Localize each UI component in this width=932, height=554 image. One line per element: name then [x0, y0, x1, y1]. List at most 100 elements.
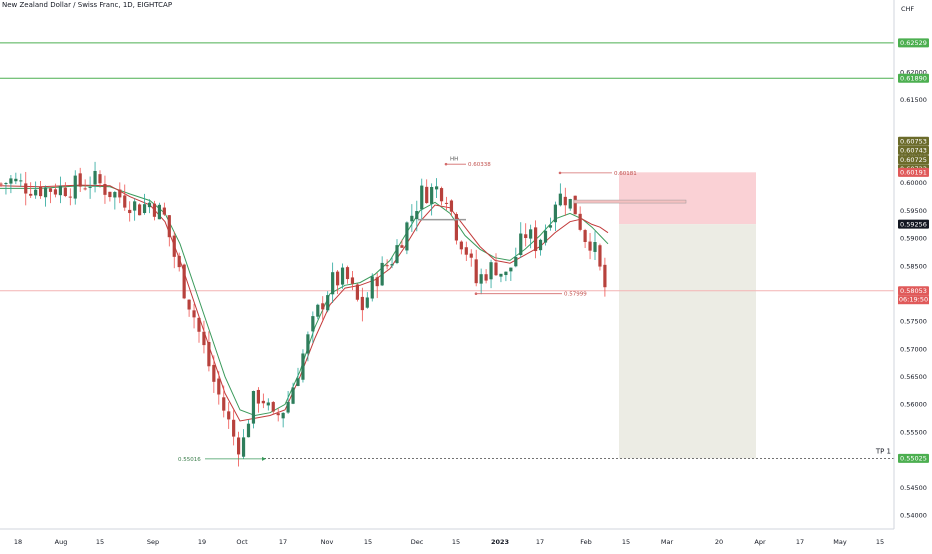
candle [281, 412, 285, 428]
candle-body [237, 437, 241, 455]
candle-body [449, 200, 454, 212]
candle-body [133, 201, 137, 211]
x-tick-label: 17 [279, 538, 287, 546]
candle [128, 201, 132, 222]
price-tag-bg [898, 145, 929, 155]
candle-body [345, 267, 350, 280]
candle [113, 190, 117, 210]
price-tag-label: 0.60725 [900, 156, 927, 164]
candle [39, 181, 43, 199]
price-tag: 0.59256 [898, 219, 929, 229]
candle-body [103, 183, 107, 195]
candle-body [494, 262, 498, 276]
candle [167, 215, 171, 247]
candle-body [58, 185, 62, 196]
x-tick-label: 19 [198, 538, 206, 546]
price-tag: 0.60743 [898, 145, 929, 155]
candle-body [400, 245, 404, 248]
candle [603, 257, 607, 297]
candle-body [380, 262, 384, 286]
candle-body [534, 227, 538, 252]
candle-body [583, 230, 587, 242]
candle [370, 273, 374, 302]
candle-body [390, 264, 394, 266]
candle-body [410, 215, 414, 222]
candle-body [336, 271, 340, 286]
candle [237, 431, 241, 467]
candle-body [405, 222, 409, 251]
candle-body [311, 316, 315, 332]
candle [306, 331, 310, 362]
candle [454, 212, 458, 245]
price-tag: 0.55025 [898, 453, 929, 463]
candle [444, 196, 449, 210]
candle-body [152, 203, 157, 217]
candle [415, 200, 419, 232]
candle-body [370, 276, 374, 299]
y-tick-label: 0.58500 [900, 262, 927, 270]
candle [103, 175, 107, 204]
x-tick-label: 17 [536, 538, 544, 546]
candle [78, 167, 82, 192]
candle-body [29, 193, 33, 196]
candle [157, 202, 161, 220]
candle-body [588, 241, 592, 251]
candle [499, 273, 503, 283]
candle [588, 232, 592, 260]
candle-body [479, 274, 483, 284]
candle [538, 238, 543, 256]
candle [217, 370, 221, 405]
candle [19, 173, 23, 187]
candle [479, 268, 483, 295]
candle [63, 182, 67, 198]
candle-body [222, 397, 226, 411]
candle [504, 271, 508, 282]
candle-body [519, 233, 523, 256]
price-tag-bg [898, 453, 929, 463]
candle [311, 311, 315, 343]
x-tick-label: Dec [411, 538, 424, 546]
candle-body [524, 234, 528, 239]
candle-body [83, 188, 87, 190]
candle [133, 198, 137, 221]
candle-body [459, 241, 463, 250]
candle [400, 239, 404, 248]
candle-body [147, 202, 152, 208]
candle [177, 252, 181, 272]
candle [326, 291, 330, 313]
candle [261, 393, 265, 409]
currency-label: CHF [901, 5, 914, 13]
candle-body [474, 259, 478, 284]
high-price-label: 0.60181 [614, 171, 637, 177]
candle [43, 185, 48, 207]
candle [83, 179, 87, 191]
candle-body [469, 253, 473, 258]
candle [197, 316, 201, 343]
candle-body [162, 207, 166, 215]
candle-body [241, 437, 246, 457]
candle [563, 187, 567, 216]
y-tick-label: 0.61500 [900, 96, 927, 104]
x-tick-label: Nov [321, 538, 334, 546]
candle-body [78, 173, 82, 187]
candle [598, 243, 602, 271]
price-tag-bg [898, 73, 929, 83]
moving-averages [0, 184, 609, 422]
candle [123, 184, 127, 211]
candle-body [316, 304, 320, 317]
candle-body [73, 175, 77, 199]
candle [256, 387, 260, 413]
candle-body [548, 225, 553, 228]
candle-body [385, 265, 389, 267]
candle [9, 174, 13, 194]
candle-body [14, 178, 18, 182]
candle-body [598, 245, 602, 267]
candle [266, 398, 270, 411]
candle [524, 223, 528, 247]
x-tick-label: Feb [580, 538, 592, 546]
candle-body [187, 299, 191, 310]
candle-body [425, 186, 429, 204]
candle-body [4, 183, 8, 185]
candle-body [53, 189, 58, 195]
